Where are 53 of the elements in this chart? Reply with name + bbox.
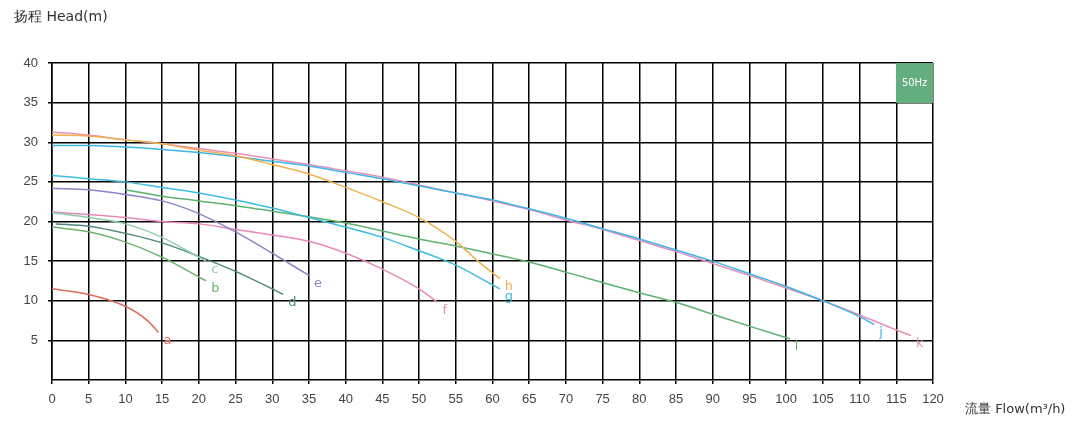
x-tick-label: 25 bbox=[228, 391, 243, 407]
x-tick-label: 75 bbox=[595, 391, 610, 407]
series-label: f bbox=[442, 301, 448, 317]
label-box: 50Hz bbox=[896, 63, 933, 103]
y-tick-label: 15 bbox=[23, 252, 38, 268]
line-series bbox=[52, 212, 207, 262]
line-series bbox=[52, 288, 160, 334]
line-series bbox=[52, 134, 501, 280]
x-tick-label: 70 bbox=[558, 391, 574, 407]
line-series bbox=[52, 211, 439, 304]
x-tick-label: 105 bbox=[812, 391, 834, 407]
x-tick-label: 20 bbox=[191, 391, 207, 407]
x-tick-label: 85 bbox=[668, 391, 684, 407]
line-series bbox=[52, 131, 912, 337]
y-tick-label: 20 bbox=[23, 213, 38, 229]
y-tick-label: 30 bbox=[23, 133, 38, 149]
series-label: h bbox=[504, 277, 514, 293]
x-tick-label: 90 bbox=[705, 391, 720, 407]
x-tick-label: 40 bbox=[338, 391, 353, 407]
x-tick-label: 65 bbox=[521, 391, 537, 407]
x-tick-label: 55 bbox=[448, 391, 464, 407]
y-axis-title: 扬程 Head(m) bbox=[14, 8, 108, 26]
x-tick-label: 120 bbox=[922, 391, 944, 407]
y-tick-label: 40 bbox=[23, 54, 38, 70]
y-tick-label: 35 bbox=[23, 94, 38, 110]
x-tick-label: 15 bbox=[154, 391, 170, 407]
y-tick-label: 10 bbox=[23, 292, 38, 308]
x-tick-label: 50 bbox=[411, 391, 427, 407]
series-label: e bbox=[313, 274, 322, 290]
series-label: j bbox=[878, 323, 883, 339]
series-label: c bbox=[211, 260, 219, 276]
x-tick-label: 95 bbox=[742, 391, 757, 407]
x-tick-label: 45 bbox=[375, 391, 390, 407]
series-label: l bbox=[794, 338, 799, 354]
x-tick-label: 100 bbox=[775, 391, 798, 407]
y-tick-label: 5 bbox=[30, 331, 38, 347]
series-label: b bbox=[211, 280, 220, 296]
line-series bbox=[52, 226, 207, 282]
x-tick-label: 115 bbox=[885, 391, 907, 407]
x-tick-label: 5 bbox=[85, 391, 93, 407]
line-series bbox=[54, 223, 285, 296]
line-series bbox=[52, 144, 876, 326]
x-axis-title: 流量 Flow(m³/h) bbox=[965, 400, 1066, 418]
y-tick-label: 25 bbox=[23, 173, 38, 189]
line-series bbox=[52, 174, 501, 290]
x-tick-label: 110 bbox=[849, 391, 870, 407]
x-tick-label: 35 bbox=[301, 391, 317, 407]
x-tick-label: 10 bbox=[118, 391, 133, 407]
x-tick-label: 80 bbox=[632, 391, 647, 407]
x-tick-label: 60 bbox=[485, 391, 500, 407]
x-tick-label: 0 bbox=[48, 391, 56, 407]
x-tick-label: 30 bbox=[265, 391, 280, 407]
line-series bbox=[52, 187, 310, 277]
